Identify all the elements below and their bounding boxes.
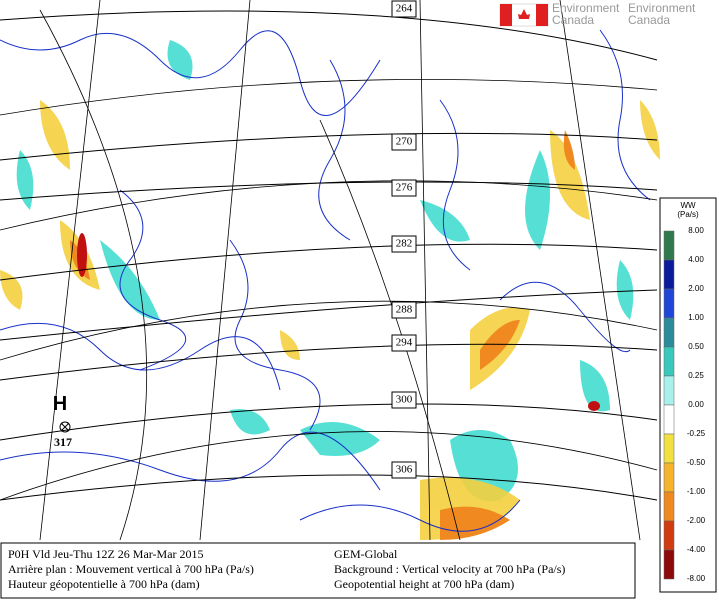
logo-text: Environment: [628, 1, 696, 15]
footer-text: P0H Vld Jeu-Thu 12Z 26 Mar-Mar 2015: [8, 547, 204, 561]
logo-text: Canada: [628, 13, 670, 27]
legend-swatch: [663, 433, 675, 464]
legend-swatch: [663, 317, 675, 348]
contour-label: 306: [396, 464, 413, 476]
contour-label: 282: [396, 238, 413, 250]
contour-label-box: [391, 301, 417, 319]
logo-text: Environment: [552, 1, 620, 15]
legend-label: 4.00: [688, 255, 704, 264]
contour-label: 270: [396, 136, 413, 148]
legend-title: WW: [680, 201, 696, 210]
contour-label: 300: [396, 394, 413, 406]
footer-text: Geopotential height at 700 hPa (dam): [334, 577, 514, 591]
contour-label-box: [391, 235, 417, 253]
legend-swatch: [663, 520, 675, 551]
logo: Environment Canada Environment Canada: [499, 1, 696, 27]
contour-label: 288: [396, 304, 413, 316]
footer-text: Arrière plan : Mouvement vertical à 700 …: [8, 562, 254, 576]
legend-swatch: [663, 462, 675, 493]
legend: WW (Pa/s) 8.00 4.00 2.00 1.00 0.50 0.25 0.00 -0…: [659, 197, 717, 593]
map: 264 270 276 282 288 294 300 306 H 317: [0, 0, 660, 541]
contour-label-box: [391, 461, 417, 479]
contour-label: 276: [396, 182, 413, 194]
contour-label-box: [391, 0, 417, 18]
legend-swatch: [663, 288, 675, 319]
high-value: 317: [54, 435, 72, 449]
legend-label: -1.00: [687, 487, 706, 496]
logo-text: Canada: [552, 13, 594, 27]
height-contours: [0, 10, 658, 501]
contour-label-box: [391, 179, 417, 197]
high-center: H 317: [53, 393, 72, 449]
legend-label: 8.00: [688, 226, 704, 235]
legend-swatch: [663, 549, 675, 580]
upward-motion: [16, 40, 634, 502]
legend-label: 0.00: [688, 400, 704, 409]
peak-motion: [77, 233, 600, 411]
legend-label: -0.25: [687, 429, 706, 438]
legend-label: -2.00: [687, 516, 706, 525]
legend-label: 1.00: [688, 313, 704, 322]
high-symbol: [59, 421, 71, 433]
contour-label-box: [391, 133, 417, 151]
legend-label: 0.25: [688, 371, 704, 380]
contour-label: 294: [396, 337, 413, 349]
footer-text: GEM-Global: [334, 547, 398, 561]
legend-swatch: [663, 375, 675, 406]
high-letter: H: [53, 393, 67, 415]
contour-label-box: [391, 391, 417, 409]
legend-label: -4.00: [687, 545, 706, 554]
legend-swatch: [663, 230, 675, 261]
legend-label: -0.50: [687, 458, 706, 467]
contour-label: 264: [396, 3, 413, 15]
contour-label-box: [391, 334, 417, 352]
legend-swatch: [663, 404, 675, 435]
contour-labels: 264 270 276 282 288 294 300 306: [391, 0, 417, 479]
legend-label: 2.00: [688, 284, 704, 293]
flag-band: [500, 4, 512, 26]
footer-text: Hauteur géopotentielle à 700 hPa (dam): [8, 577, 200, 591]
legend-label: -8.00: [687, 574, 706, 583]
legend-swatch: [663, 259, 675, 290]
footer-text: Background : Vertical velocity at 700 hP…: [334, 562, 565, 576]
footer: P0H Vld Jeu-Thu 12Z 26 Mar-Mar 2015 Arri…: [0, 542, 636, 599]
flag-band: [536, 4, 548, 26]
legend-swatch: [663, 346, 675, 377]
maple-leaf: [518, 9, 530, 19]
footer-frame: [0, 542, 636, 599]
legend-swatch: [663, 491, 675, 522]
velocity-contours: [0, 29, 651, 532]
high-symbol-cross: [60, 422, 70, 432]
legend-label: 0.50: [688, 342, 704, 351]
legend-title: (Pa/s): [677, 210, 699, 219]
